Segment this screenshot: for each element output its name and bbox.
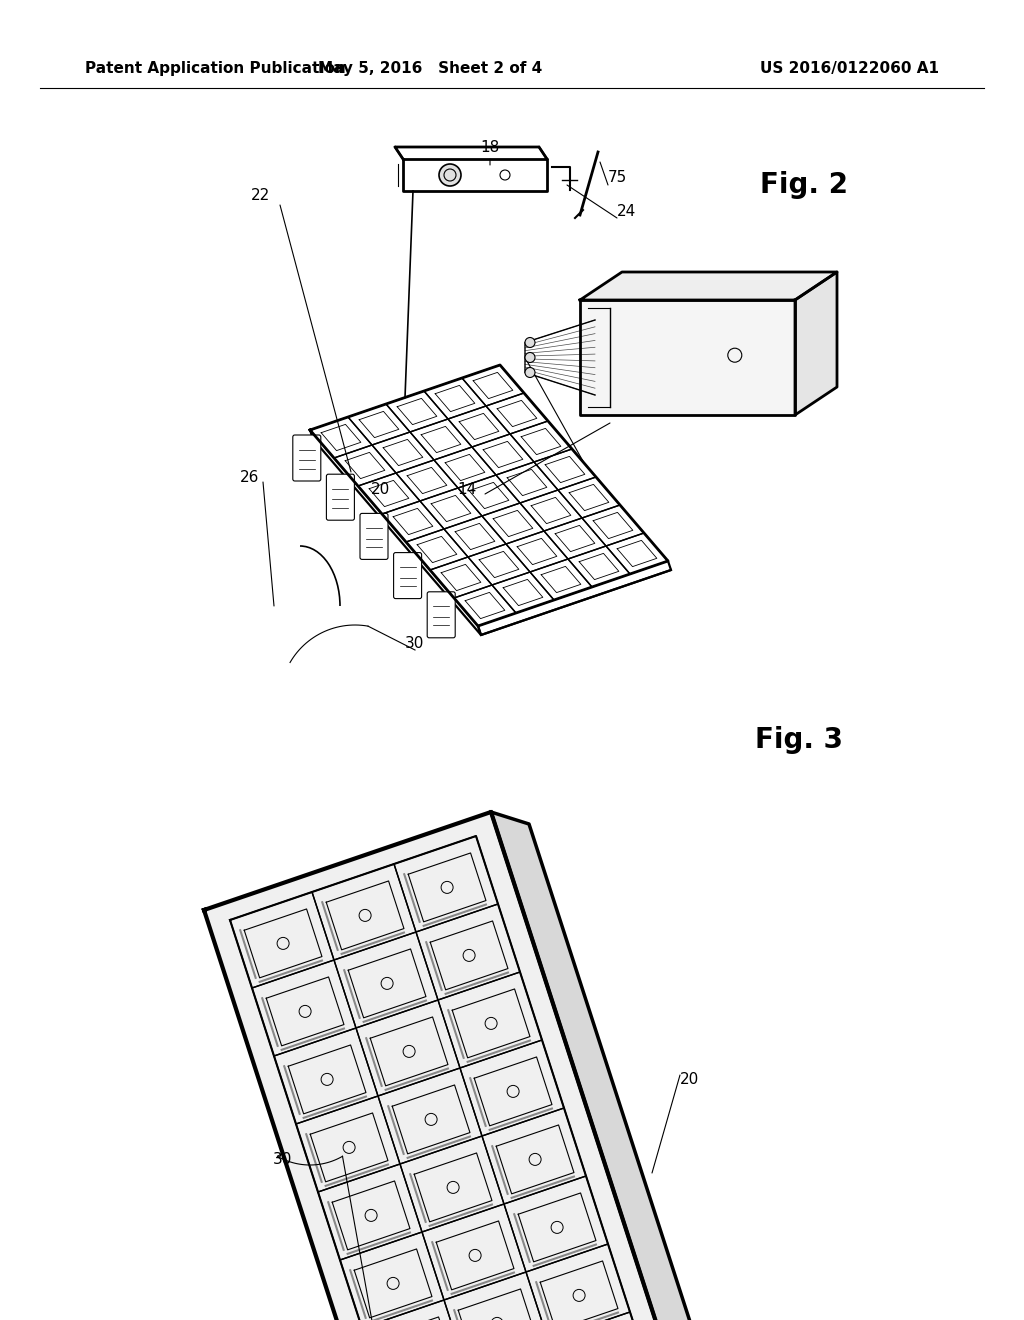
FancyBboxPatch shape xyxy=(393,553,422,598)
Text: 24: 24 xyxy=(617,205,636,219)
Text: 26: 26 xyxy=(241,470,260,484)
Circle shape xyxy=(525,338,535,347)
Text: Patent Application Publication: Patent Application Publication xyxy=(85,61,346,75)
Text: Fig. 3: Fig. 3 xyxy=(755,726,843,754)
Polygon shape xyxy=(204,812,678,1320)
FancyBboxPatch shape xyxy=(360,513,388,560)
Circle shape xyxy=(525,352,535,363)
FancyBboxPatch shape xyxy=(427,591,456,638)
Text: Fig. 2: Fig. 2 xyxy=(760,172,848,199)
Text: US 2016/0122060 A1: US 2016/0122060 A1 xyxy=(760,61,939,75)
FancyBboxPatch shape xyxy=(327,474,354,520)
Text: 30: 30 xyxy=(273,1152,293,1167)
Text: 30: 30 xyxy=(406,635,425,651)
Circle shape xyxy=(439,164,461,186)
Polygon shape xyxy=(795,272,837,414)
Text: 14: 14 xyxy=(458,483,476,498)
Text: 20: 20 xyxy=(371,483,389,498)
Text: 20: 20 xyxy=(680,1072,699,1088)
Text: May 5, 2016   Sheet 2 of 4: May 5, 2016 Sheet 2 of 4 xyxy=(317,61,542,75)
Circle shape xyxy=(525,367,535,378)
Text: 75: 75 xyxy=(608,170,628,186)
Polygon shape xyxy=(580,272,837,300)
Text: 22: 22 xyxy=(251,187,269,202)
Polygon shape xyxy=(490,812,716,1320)
Text: 18: 18 xyxy=(480,140,500,156)
Polygon shape xyxy=(580,300,795,414)
FancyBboxPatch shape xyxy=(293,436,321,480)
